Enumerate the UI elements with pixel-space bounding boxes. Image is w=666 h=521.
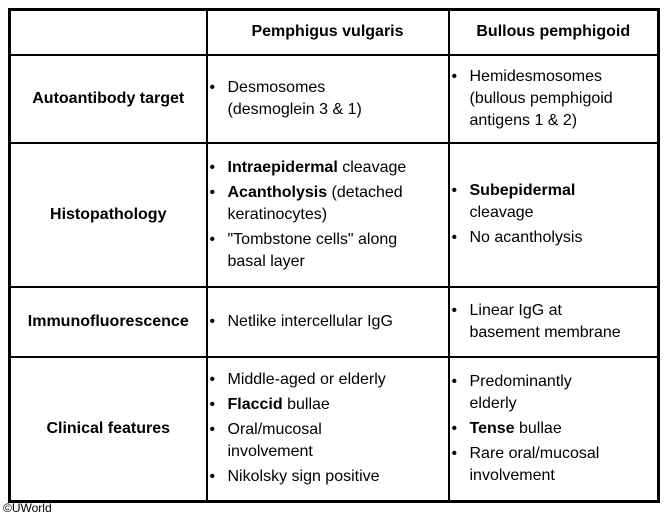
bullet-text: Subepidermal cleavage	[470, 180, 576, 224]
corner-cell	[8, 8, 208, 56]
list-item: • Netlike intercellular IgG	[210, 311, 446, 333]
list-item: • Flaccid bullae	[210, 394, 446, 416]
column-header-bullous-pemphigoid: Bullous pemphigoid	[447, 8, 660, 56]
bullet-icon: •	[451, 301, 458, 319]
list-item: • Intraepidermal cleavage	[210, 157, 446, 179]
row-label-clinical-features: Clinical features	[8, 355, 208, 503]
bullet-text-rest: Netlike intercellular IgG	[227, 312, 393, 330]
row-histopathology: Histopathology • Intraepidermal cleavage …	[8, 141, 660, 288]
header-row: Pemphigus vulgaris Bullous pemphigoid	[8, 8, 660, 56]
bullet-text-rest: Desmosomes (desmoglein 3 & 1)	[227, 78, 362, 118]
list-item: • Desmosomes (desmoglein 3 & 1)	[210, 77, 446, 121]
bullet-icon: •	[451, 67, 458, 85]
bullet-text-bold: Tense	[469, 419, 515, 437]
row-immunofluorescence: Immunofluorescence • Netlike intercellula…	[8, 285, 660, 358]
bullet-text: Acantholysis (detached keratinocytes)	[228, 182, 403, 226]
bullet-icon: •	[209, 396, 216, 414]
bullet-text: Linear IgG at basement membrane	[470, 300, 621, 344]
bullet-text: No acantholysis	[470, 227, 583, 249]
bullet-icon: •	[209, 312, 216, 330]
bullet-text-rest: bullae	[282, 396, 330, 414]
bullet-text-bold: Subepidermal	[469, 182, 576, 199]
bullet-text: Predominantly elderly	[470, 371, 572, 415]
bullet-text-rest: Oral/mucosal involvement	[227, 421, 322, 461]
bullet-text-bold: Acantholysis	[227, 183, 328, 201]
bullet-text-rest: (detached keratinocytes)	[227, 183, 403, 223]
bullet-text-rest: bullae	[514, 419, 562, 437]
row-label-autoantibody-target: Autoantibody target	[8, 53, 208, 144]
uworld-credit: ©UWorld	[3, 501, 52, 515]
bullet-text: Netlike intercellular IgG	[228, 311, 393, 333]
bullet-text: Hemidesmosomes (bullous pemphigoid antig…	[470, 66, 613, 132]
bullet-text-bold: Flaccid	[227, 396, 283, 414]
bullet-icon: •	[209, 371, 216, 389]
bullet-text-rest: Middle-aged or elderly	[227, 371, 386, 389]
bullet-icon: •	[209, 421, 216, 439]
bullet-text-rest: Predominantly elderly	[469, 372, 572, 412]
bullet-icon: •	[451, 444, 458, 462]
bullet-text-bold: Intraepidermal	[227, 158, 338, 176]
row-clinical-features: Clinical features • Middle-aged or elderl…	[8, 355, 660, 503]
cell-pv-histopathology: • Intraepidermal cleavage • Acantholysis (…	[205, 141, 450, 288]
bullet-icon: •	[451, 182, 458, 199]
list-item: • Tense bullae	[452, 418, 656, 440]
row-autoantibody-target: Autoantibody target • Desmosomes (desmogl…	[8, 53, 660, 144]
bullet-icon: •	[209, 183, 216, 201]
bullet-text: Rare oral/mucosal involvement	[470, 443, 600, 487]
bullet-text-rest: No acantholysis	[469, 229, 583, 246]
bullet-icon: •	[209, 230, 216, 248]
list-item: • Subepidermal cleavage	[452, 180, 656, 224]
bullet-text-rest: cleavage	[337, 158, 407, 176]
cell-pv-clinical-features: • Middle-aged or elderly • Flaccid bullae …	[205, 355, 450, 503]
cell-pv-autoantibody-target: • Desmosomes (desmoglein 3 & 1)	[205, 53, 450, 144]
bullet-text: Oral/mucosal involvement	[228, 419, 322, 463]
cell-pv-immunofluorescence: • Netlike intercellular IgG	[205, 285, 450, 358]
bullet-text-rest: Linear IgG at basement membrane	[469, 301, 621, 341]
list-item: • "Tombstone cells" along basal layer	[210, 229, 446, 273]
bullet-text-rest: Rare oral/mucosal involvement	[469, 444, 600, 484]
bullet-text-rest: cleavage	[469, 204, 534, 221]
bullet-icon: •	[451, 229, 458, 246]
bullet-text-rest: Hemidesmosomes (bullous pemphigoid antig…	[469, 67, 613, 129]
cell-bp-clinical-features: • Predominantly elderly • Tense bullae • Ra…	[447, 355, 660, 503]
bullet-text: "Tombstone cells" along basal layer	[228, 229, 398, 273]
list-item: • Rare oral/mucosal involvement	[452, 443, 656, 487]
bullet-icon: •	[451, 372, 458, 390]
bullet-text: Nikolsky sign positive	[228, 466, 380, 488]
cell-bp-immunofluorescence: • Linear IgG at basement membrane	[447, 285, 660, 358]
column-header-pemphigus-vulgaris: Pemphigus vulgaris	[205, 8, 450, 56]
cell-bp-histopathology: • Subepidermal cleavage • No acantholysis	[447, 141, 660, 288]
bullet-text: Middle-aged or elderly	[228, 369, 386, 391]
list-item: • Hemidesmosomes (bullous pemphigoid anti…	[452, 66, 656, 132]
bullet-text-rest: "Tombstone cells" along basal layer	[227, 230, 398, 270]
list-item: • Oral/mucosal involvement	[210, 419, 446, 463]
bullet-text-rest: Nikolsky sign positive	[227, 468, 380, 486]
bullet-icon: •	[451, 419, 458, 437]
row-label-histopathology: Histopathology	[8, 141, 208, 288]
bullet-icon: •	[209, 78, 216, 96]
row-label-immunofluorescence: Immunofluorescence	[8, 285, 208, 358]
bullet-icon: •	[209, 158, 216, 176]
bullet-text: Desmosomes (desmoglein 3 & 1)	[228, 77, 362, 121]
comparison-table: Pemphigus vulgaris Bullous pemphigoid Au…	[8, 8, 660, 503]
bullet-icon: •	[209, 468, 216, 486]
list-item: • Linear IgG at basement membrane	[452, 300, 656, 344]
bullet-text: Tense bullae	[470, 418, 562, 440]
list-item: • Nikolsky sign positive	[210, 466, 446, 488]
list-item: • Acantholysis (detached keratinocytes)	[210, 182, 446, 226]
list-item: • No acantholysis	[452, 227, 656, 249]
list-item: • Predominantly elderly	[452, 371, 656, 415]
list-item: • Middle-aged or elderly	[210, 369, 446, 391]
bullet-text: Intraepidermal cleavage	[228, 157, 407, 179]
bullet-text: Flaccid bullae	[228, 394, 330, 416]
cell-bp-autoantibody-target: • Hemidesmosomes (bullous pemphigoid anti…	[447, 53, 660, 144]
